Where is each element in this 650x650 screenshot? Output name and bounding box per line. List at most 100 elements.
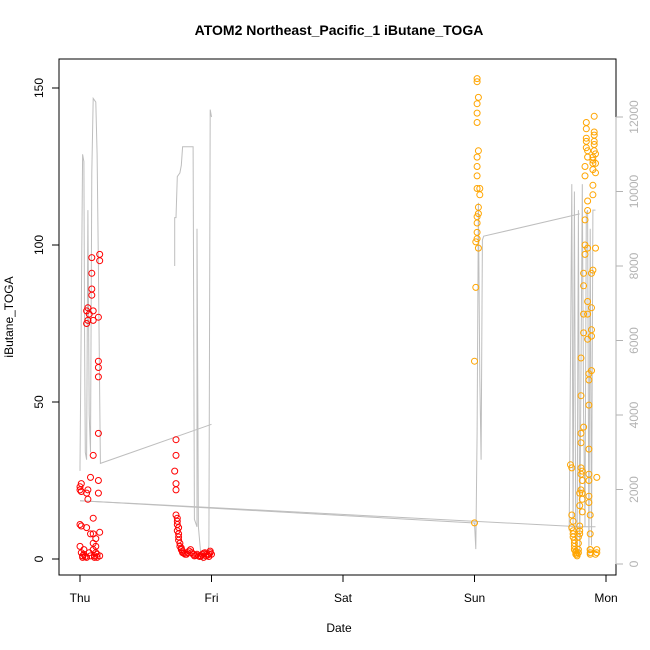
data-point	[77, 480, 85, 488]
data-point	[89, 514, 97, 522]
data-point	[585, 499, 593, 506]
data-point	[578, 467, 586, 475]
data-point	[83, 524, 91, 532]
data-point	[569, 517, 577, 525]
data-point	[472, 283, 480, 291]
y-axis-right: 0 2000 4000 6000 8000 10000 12000	[615, 100, 641, 567]
data-point	[568, 511, 576, 519]
data-point	[473, 163, 481, 170]
y-tick-label: 0	[32, 555, 46, 562]
data-point	[176, 539, 184, 547]
data-point	[173, 527, 181, 535]
secondary-line-segment	[79, 96, 212, 471]
data-point	[592, 159, 599, 167]
data-point	[76, 521, 84, 528]
data-point	[574, 549, 582, 557]
data-point	[473, 219, 481, 227]
data-point	[569, 533, 577, 541]
data-point	[94, 364, 102, 371]
data-point	[76, 542, 84, 550]
data-point	[175, 533, 183, 541]
y2-tick-label: 2000	[627, 476, 641, 503]
data-point	[473, 119, 481, 126]
data-point	[172, 436, 180, 444]
data-point	[586, 511, 594, 519]
data-point	[584, 244, 592, 252]
data-point	[580, 329, 588, 337]
data-point	[578, 477, 586, 484]
y2-tick-label: 8000	[627, 252, 641, 279]
y2-tick-label: 4000	[627, 401, 641, 428]
data-point	[171, 467, 179, 475]
data-point	[592, 169, 599, 177]
data-point	[473, 78, 481, 86]
chart-title: ATOM2 Northeast_Pacific_1 iButane_TOGA	[195, 22, 484, 38]
data-point	[593, 546, 601, 554]
data-point	[96, 250, 104, 258]
data-point	[577, 486, 585, 494]
data-point	[473, 109, 481, 117]
data-point	[96, 552, 104, 560]
data-point	[87, 473, 94, 481]
data-point	[584, 197, 592, 205]
data-point	[574, 539, 582, 547]
data-point	[588, 269, 595, 277]
data-point	[84, 316, 92, 324]
data-point	[580, 310, 588, 318]
data-point	[585, 401, 593, 409]
data-point	[92, 535, 100, 543]
data-point	[476, 191, 484, 199]
y2-tick-label: 12000	[627, 100, 641, 134]
x-tick-label: Sat	[334, 591, 353, 605]
data-point	[567, 461, 574, 469]
data-point	[76, 483, 84, 491]
secondary-line-segment	[568, 184, 596, 557]
data-point	[585, 376, 593, 384]
y-tick-label: 50	[32, 395, 46, 409]
data-point	[592, 150, 599, 158]
data-point	[474, 147, 482, 155]
secondary-line-segment	[79, 500, 596, 528]
data-point	[586, 550, 594, 558]
data-point	[574, 533, 582, 541]
data-point	[76, 486, 84, 494]
data-point	[473, 100, 481, 108]
x-tick-label: Thu	[70, 591, 91, 605]
data-point	[592, 550, 599, 558]
data-point	[88, 285, 96, 293]
y2-tick-label: 6000	[627, 327, 641, 354]
x-tick-label: Fri	[205, 591, 219, 605]
points-layer	[76, 75, 601, 561]
data-point	[584, 153, 592, 161]
data-point	[577, 392, 585, 400]
data-point	[580, 423, 588, 431]
data-point	[84, 495, 92, 503]
data-point	[577, 429, 585, 437]
x-axis: Thu Fri Sat Sun Mon	[70, 574, 618, 605]
data-point	[83, 320, 91, 327]
data-point	[88, 254, 96, 262]
data-point	[593, 473, 601, 481]
data-point	[94, 357, 102, 365]
data-point	[582, 134, 590, 142]
secondary-line-layer	[79, 96, 596, 562]
data-point	[172, 480, 180, 488]
data-point	[586, 530, 594, 538]
data-point	[84, 486, 92, 494]
data-point	[578, 508, 586, 516]
data-point	[472, 238, 480, 246]
data-point	[576, 522, 584, 530]
data-point	[473, 75, 481, 83]
data-point	[588, 367, 595, 375]
y-tick-label: 150	[32, 78, 46, 98]
data-point	[577, 354, 585, 362]
secondary-line-segment	[79, 202, 580, 550]
y2-tick-label: 0	[627, 560, 641, 567]
data-point	[202, 552, 210, 560]
data-point	[474, 244, 482, 252]
data-point	[590, 128, 598, 136]
data-point	[584, 207, 592, 214]
data-point	[577, 464, 585, 472]
data-point	[87, 530, 94, 538]
